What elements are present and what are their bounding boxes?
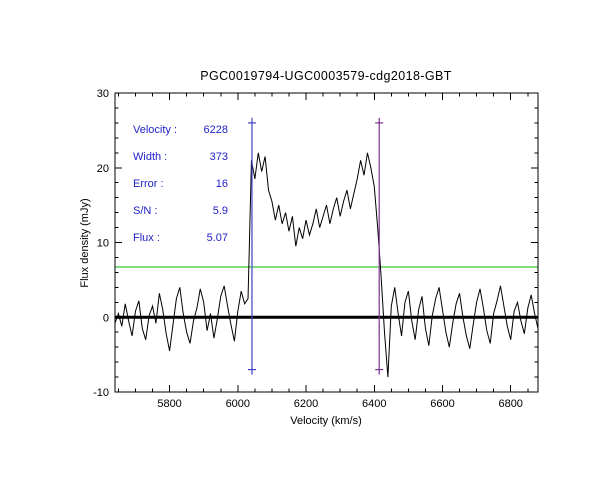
- velocity-marker: [247, 117, 256, 375]
- x-tick-label: 5800: [157, 398, 181, 410]
- y-tick-label: 0: [103, 312, 109, 324]
- y-axis-label: Flux density (mJy): [79, 198, 91, 287]
- measurement-row-width: Width : 373: [133, 150, 228, 164]
- measurement-value: 373: [209, 151, 228, 163]
- measurement-label: S/N :: [133, 205, 158, 217]
- measurement-value: 16: [215, 178, 228, 190]
- y-tick-label: 20: [97, 163, 109, 175]
- measurement-value: 5.07: [206, 232, 228, 244]
- y-tick-label: 30: [97, 88, 109, 100]
- x-tick-label: 6800: [498, 398, 522, 410]
- measurement-value: 5.9: [212, 205, 228, 217]
- measurement-row-flux: Flux : 5.07: [133, 231, 228, 245]
- velocity-marker: [375, 117, 384, 375]
- x-axis-label: Velocity (km/s): [290, 415, 362, 427]
- measurement-row-error: Error : 16: [133, 177, 228, 191]
- x-tick-label: 6000: [226, 398, 250, 410]
- spectrum-line: [114, 152, 539, 378]
- measurement-row-velocity: Velocity : 6228: [133, 123, 228, 137]
- measurement-label: Flux :: [133, 232, 160, 244]
- y-tick-label: 10: [97, 238, 109, 250]
- x-tick-label: 6600: [430, 398, 454, 410]
- plot-title: PGC0019794-UGC0003579-cdg2018-GBT: [200, 69, 452, 83]
- measurement-label: Velocity :: [133, 124, 178, 136]
- measurement-annotations: Velocity : 6228 Width : 373 Error : 16 S…: [133, 123, 228, 245]
- measurement-label: Width :: [133, 151, 168, 163]
- x-tick-label: 6400: [362, 398, 386, 410]
- y-tick-label: -10: [93, 387, 109, 399]
- x-tick-label: 6200: [294, 398, 318, 410]
- measurement-label: Error :: [133, 178, 164, 190]
- measurement-value: 6228: [203, 124, 228, 136]
- measurement-row-sn: S/N : 5.9: [133, 204, 228, 218]
